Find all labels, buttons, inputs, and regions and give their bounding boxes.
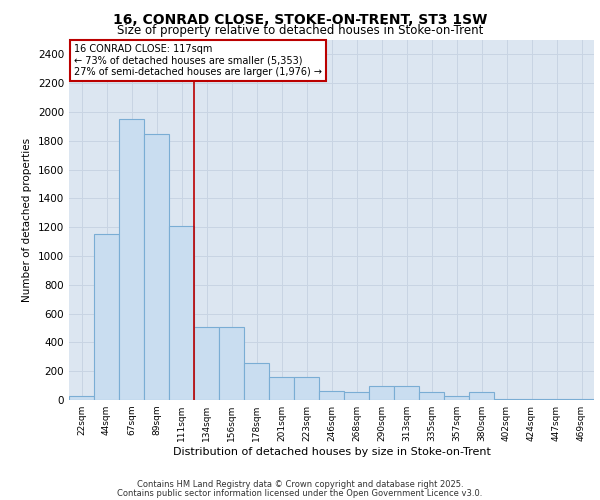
Text: Contains public sector information licensed under the Open Government Licence v3: Contains public sector information licen…	[118, 488, 482, 498]
Bar	[169, 226, 194, 400]
Bar	[419, 392, 444, 400]
Bar	[269, 377, 294, 400]
Bar	[469, 392, 494, 400]
Y-axis label: Number of detached properties: Number of detached properties	[22, 138, 32, 302]
Text: Contains HM Land Registry data © Crown copyright and database right 2025.: Contains HM Land Registry data © Crown c…	[137, 480, 463, 489]
Bar	[369, 386, 394, 400]
Bar	[144, 134, 169, 400]
Bar	[494, 398, 519, 400]
Bar	[219, 326, 244, 400]
Text: 16, CONRAD CLOSE, STOKE-ON-TRENT, ST3 1SW: 16, CONRAD CLOSE, STOKE-ON-TRENT, ST3 1S…	[113, 12, 487, 26]
Bar	[119, 119, 144, 400]
Bar	[194, 326, 219, 400]
Bar	[444, 396, 469, 400]
Text: Size of property relative to detached houses in Stoke-on-Trent: Size of property relative to detached ho…	[117, 24, 483, 37]
Bar	[69, 396, 94, 400]
Bar	[244, 362, 269, 400]
Bar	[319, 392, 344, 400]
Bar	[294, 377, 319, 400]
Bar	[394, 386, 419, 400]
Bar	[94, 234, 119, 400]
X-axis label: Distribution of detached houses by size in Stoke-on-Trent: Distribution of detached houses by size …	[173, 447, 490, 457]
Text: 16 CONRAD CLOSE: 117sqm
← 73% of detached houses are smaller (5,353)
27% of semi: 16 CONRAD CLOSE: 117sqm ← 73% of detache…	[74, 44, 322, 77]
Bar	[344, 392, 369, 400]
